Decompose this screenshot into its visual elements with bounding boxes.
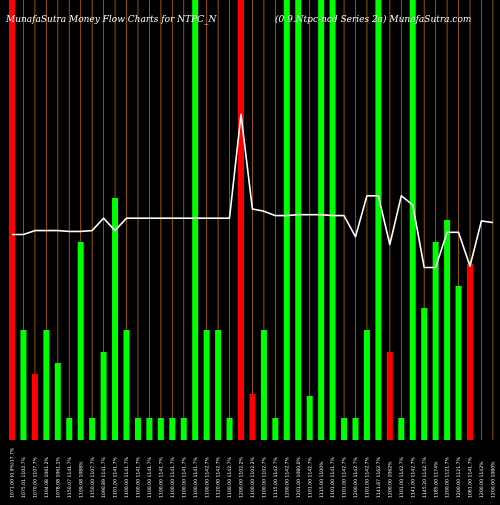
bar-19 xyxy=(215,330,222,440)
bars xyxy=(9,0,473,440)
x-label-24: 1115.00 1142.7% xyxy=(273,456,279,498)
x-label-14: 1100.00 1141.7% xyxy=(158,456,164,498)
bar-5 xyxy=(54,363,61,440)
x-label-2: 1075.01 1102.7% xyxy=(21,456,27,498)
x-label-29: 1101.00 1141.7% xyxy=(330,456,336,498)
bar-30 xyxy=(341,418,348,440)
x-label-3: 1070.00 1107.7% xyxy=(33,456,39,498)
x-label-25: 1200.00 1142.7% xyxy=(284,456,290,498)
x-label-26: 1201.00 1080.0% xyxy=(296,456,302,498)
bar-24 xyxy=(272,418,279,440)
x-label-17: 1100.00 1141.7% xyxy=(193,456,199,498)
x-label-8: 1150.00 1107.7% xyxy=(90,456,96,498)
bar-25 xyxy=(283,0,290,440)
bar-26 xyxy=(295,0,302,440)
chart-title-right: (0.9.Ntpc-ncd Series 2a) MunafaSutra.com xyxy=(275,14,471,25)
x-label-39: 1200.00 1121.7% xyxy=(445,456,451,498)
bar-14 xyxy=(157,418,164,440)
bar-7 xyxy=(77,242,84,440)
bar-34 xyxy=(386,352,393,440)
x-label-42: 1200.00 1142% xyxy=(479,461,485,498)
x-label-1: 1071.00 (0.9%)17.7% xyxy=(10,447,16,498)
x-label-4: 1104.08 1061.2% xyxy=(44,456,50,498)
bar-28 xyxy=(318,0,325,440)
x-label-43: 1200.00 1080% xyxy=(491,461,497,498)
bar-6 xyxy=(66,418,73,440)
x-label-36: 1141.00 1142.7% xyxy=(410,456,416,498)
x-axis-labels: 1071.00 (0.9%)17.7% 1075.01 1102.7% 1070.0… xyxy=(10,447,497,498)
bar-35 xyxy=(398,418,405,440)
x-label-33: 1141.87 1162.7% xyxy=(376,456,382,498)
x-label-15: 1100.00 1141.7% xyxy=(170,456,176,498)
x-label-11: 1100.00 1141.7% xyxy=(124,456,130,498)
x-label-31: 1200.00 1142.7% xyxy=(353,456,359,498)
x-label-41: 1081.00 1141.7% xyxy=(468,456,474,498)
bar-1 xyxy=(9,0,15,440)
bar-32 xyxy=(363,330,370,440)
x-label-23: 1100.00 1102.7% xyxy=(262,456,268,498)
bar-36 xyxy=(409,0,416,440)
money-flow-line xyxy=(12,113,494,269)
x-label-16: 1100.00 1141.7% xyxy=(181,456,187,498)
bar-17 xyxy=(192,0,199,440)
x-label-32: 1101.00 1142.7% xyxy=(365,456,371,498)
bar-40 xyxy=(455,286,462,440)
bar-31 xyxy=(352,418,359,440)
bar-20 xyxy=(226,418,233,440)
bar-21 xyxy=(238,0,244,440)
x-label-27: 1101.00 1142.7% xyxy=(307,456,313,498)
x-label-7: 1109.08 1088% xyxy=(78,461,84,498)
x-label-19: 1120.00 1142.7% xyxy=(216,456,222,498)
bar-38 xyxy=(432,242,439,440)
bar-27 xyxy=(306,396,313,440)
x-label-37: 1145.20 1142.7% xyxy=(422,456,428,498)
x-label-38: 1185.00 1174% xyxy=(433,461,439,498)
x-label-22: 1100.00 1102.2% xyxy=(250,456,256,498)
bar-12 xyxy=(134,418,141,440)
x-label-12: 1100.00 1141.7% xyxy=(136,456,142,498)
bar-41 xyxy=(467,264,473,440)
chart-title-left: MunafaSutra Money Flow Charts for NTPC_N xyxy=(5,15,217,25)
bar-22 xyxy=(249,393,256,440)
bar-29 xyxy=(329,0,336,440)
x-label-35: 1101.00 1142.7% xyxy=(399,456,405,498)
bar-39 xyxy=(444,220,451,440)
bar-37 xyxy=(421,308,428,440)
bar-10 xyxy=(112,198,119,440)
x-label-30: 1101.00 1142.7% xyxy=(342,456,348,498)
bar-16 xyxy=(180,418,187,440)
bar-15 xyxy=(169,418,176,440)
x-label-18: 1100.00 1142.7% xyxy=(204,456,210,498)
bar-8 xyxy=(89,418,96,440)
x-label-10: 1101.00 1141.7% xyxy=(113,456,119,498)
x-label-6: 1150.07 1141.7% xyxy=(67,456,73,498)
x-label-13: 1100.00 1141.7% xyxy=(147,456,153,498)
line-series xyxy=(12,113,494,269)
x-label-40: 1200.00 1121.7% xyxy=(456,456,462,498)
bar-2 xyxy=(20,330,27,440)
bar-23 xyxy=(260,330,267,440)
x-label-21: 1200.00 1102.2% xyxy=(239,456,245,498)
bar-4 xyxy=(43,330,50,440)
bar-13 xyxy=(146,418,153,440)
bar-11 xyxy=(123,330,130,440)
x-label-28: 1115.00 1100% xyxy=(319,461,325,498)
bar-9 xyxy=(100,352,107,440)
bar-3 xyxy=(31,374,38,440)
x-label-9: 1090.89 1141.7% xyxy=(101,456,107,498)
x-label-34: 1200.00 1062% xyxy=(387,461,393,498)
x-label-5: 1078.08 1061.1% xyxy=(55,456,61,498)
bar-33 xyxy=(375,0,382,440)
bar-18 xyxy=(203,330,210,440)
x-label-20: 1100.00 1142.7% xyxy=(227,456,233,498)
